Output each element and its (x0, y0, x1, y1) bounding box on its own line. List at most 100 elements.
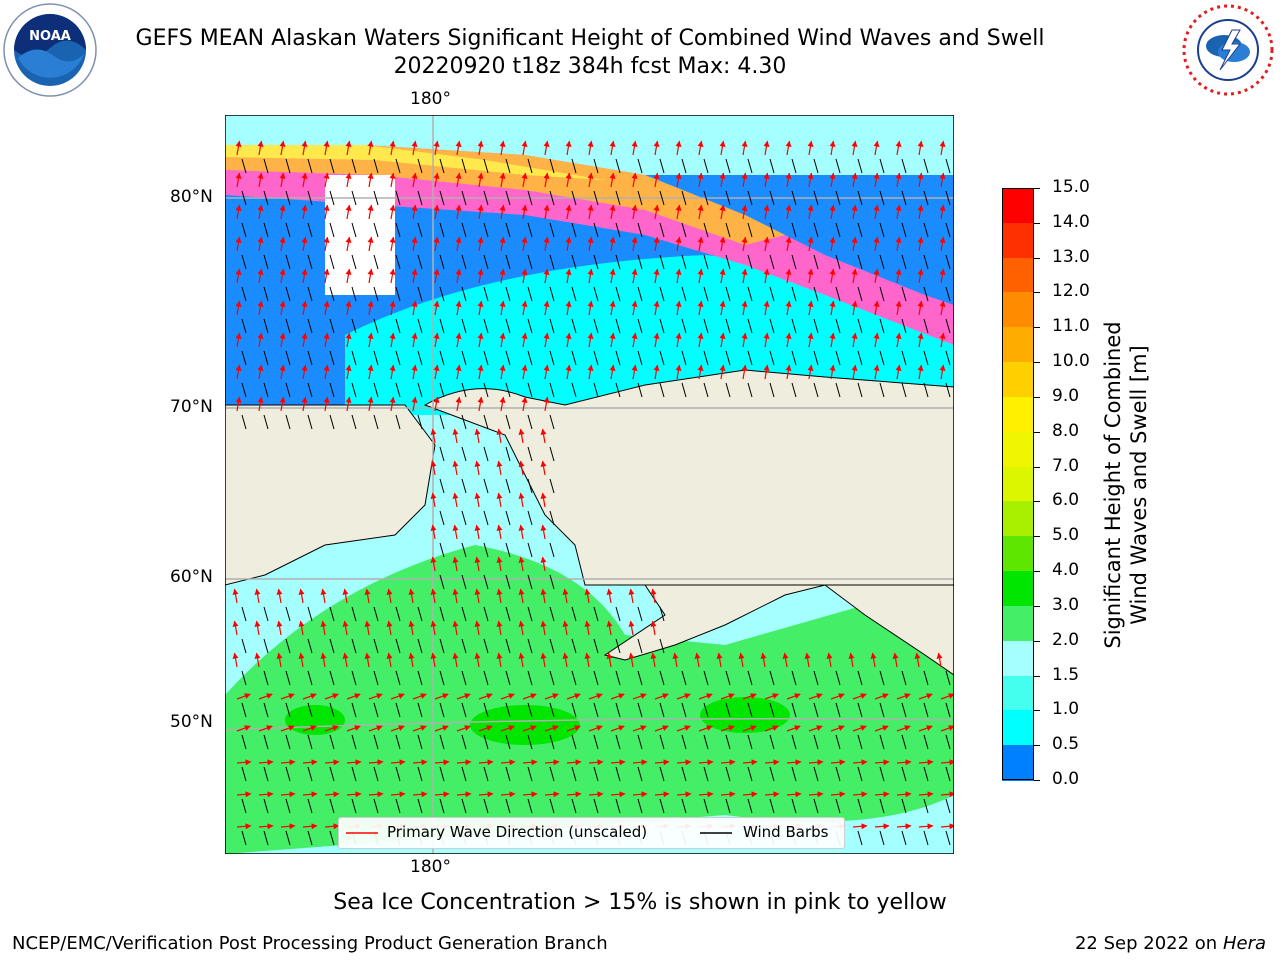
wave-arrow (367, 300, 374, 316)
wave-arrow (807, 140, 814, 156)
wave-arrow (741, 268, 748, 284)
legend-wave-label: Primary Wave Direction (unscaled) (387, 823, 648, 841)
wind-barb (395, 734, 401, 750)
wave-arrow (474, 492, 481, 508)
wave-arrow (565, 236, 572, 252)
wind-barb (263, 190, 269, 206)
colorbar-label: Significant Height of Combined Wind Wave… (1100, 305, 1152, 665)
colorbar-tick-mark (1034, 675, 1040, 677)
wave-arrow (236, 725, 251, 732)
colorbar-segment (1002, 431, 1034, 468)
wind-barb (637, 382, 643, 398)
colorbar-tick-label: 12.0 (1052, 281, 1090, 302)
wave-arrow (478, 725, 493, 732)
wave-arrow (434, 725, 449, 732)
wind-barb (395, 414, 401, 430)
wind-barb (417, 286, 423, 302)
wave-arrow (345, 204, 352, 220)
wind-barb (263, 382, 269, 398)
wind-barb (505, 414, 511, 430)
wave-arrow (430, 620, 437, 636)
wave-arrow (430, 460, 437, 476)
wind-barb (483, 638, 489, 654)
wave-arrow (280, 725, 295, 732)
wave-arrow (587, 332, 594, 348)
wind-barb (351, 350, 357, 366)
wave-arrow (851, 204, 858, 220)
wave-arrow (917, 140, 924, 156)
wind-barb (461, 606, 467, 622)
colorbar-tick-label: 8.0 (1052, 420, 1080, 441)
wind-barb (725, 158, 731, 174)
wave-arrow (301, 172, 308, 188)
wind-barb (769, 190, 775, 206)
wind-barb (857, 734, 863, 750)
wind-barb (329, 190, 335, 206)
wind-barb (285, 766, 291, 782)
wind-barb (857, 286, 863, 302)
wind-barb (615, 702, 621, 718)
wave-arrow (785, 364, 792, 380)
wind-barb (329, 350, 335, 366)
wind-barb (241, 190, 247, 206)
wind-barb (725, 190, 731, 206)
wind-barb (549, 702, 555, 718)
wave-arrow (720, 725, 735, 732)
wind-barb (417, 190, 423, 206)
colorbar-tick-label: 7.0 (1052, 455, 1080, 476)
wind-barb (307, 734, 313, 750)
wind-barb (791, 318, 797, 334)
wind-barb (527, 158, 533, 174)
wave-arrow (276, 652, 283, 668)
colorbar-segment (1002, 257, 1034, 294)
wind-barb (747, 254, 753, 270)
wave-arrow (895, 140, 902, 156)
wave-arrow (697, 268, 704, 284)
wind-barb (505, 478, 511, 494)
wave-arrow (544, 759, 560, 766)
wind-barb (329, 318, 335, 334)
wave-arrow (257, 300, 264, 316)
wind-barb (923, 254, 929, 270)
wave-arrow (807, 268, 814, 284)
wind-barb (395, 702, 401, 718)
wind-barb (285, 254, 291, 270)
wave-arrow (477, 236, 484, 252)
wind-barb (725, 318, 731, 334)
wind-barb (527, 606, 533, 622)
wave-arrow (433, 364, 440, 380)
wave-arrow (323, 236, 330, 252)
wind-barb (527, 222, 533, 238)
wave-arrow (389, 140, 396, 156)
wind-barb (637, 702, 643, 718)
wind-barb (637, 734, 643, 750)
wave-arrow (631, 332, 638, 348)
wave-arrow (697, 300, 704, 316)
wind-barb (373, 286, 379, 302)
wind-barb (439, 222, 445, 238)
wave-arrow (499, 300, 506, 316)
wave-arrow (632, 759, 648, 766)
wave-arrow (719, 172, 726, 188)
wind-barb (901, 798, 907, 814)
wave-arrow (390, 759, 406, 766)
wave-arrow (500, 725, 515, 732)
wave-arrow (232, 588, 239, 604)
wind-barb (681, 190, 687, 206)
wave-arrow (738, 652, 745, 668)
wind-barb (901, 350, 907, 366)
wind-barb (659, 158, 665, 174)
wave-arrow (452, 620, 459, 636)
wind-barb (417, 414, 423, 430)
wind-barb (549, 510, 555, 526)
wind-barb (769, 382, 775, 398)
wind-barb (879, 702, 885, 718)
wind-barb (879, 830, 885, 846)
wind-barb (681, 286, 687, 302)
wind-barb (351, 414, 357, 430)
colorbar-tick-label: 14.0 (1052, 211, 1090, 232)
wave-arrow (235, 204, 242, 220)
wave-arrow (672, 652, 679, 668)
wave-arrow (477, 396, 484, 412)
wave-arrow (653, 268, 660, 284)
